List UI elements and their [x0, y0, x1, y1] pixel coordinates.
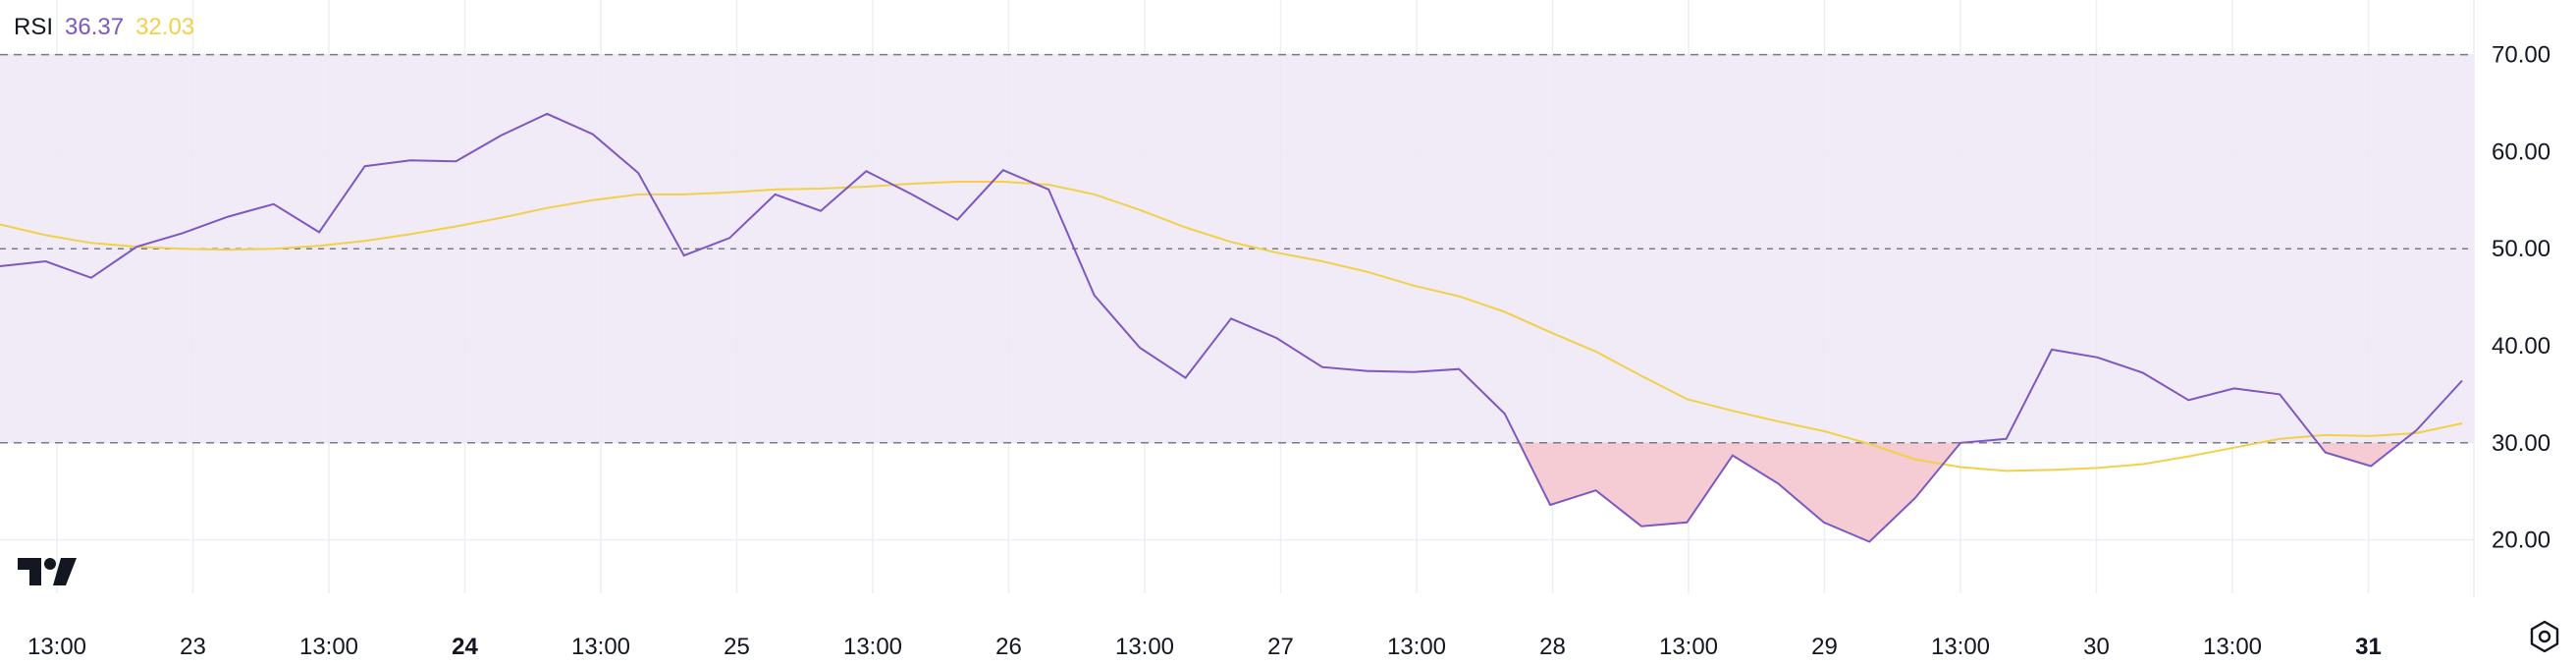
- y-tick-label: 50.00: [2492, 236, 2550, 262]
- x-tick-label: 13:00: [299, 634, 358, 660]
- x-tick-label: 27: [1267, 634, 1294, 660]
- y-tick-label: 30.00: [2492, 430, 2550, 457]
- x-tick-label: 24: [452, 634, 478, 660]
- x-tick-label: 13:00: [27, 634, 86, 660]
- x-tick-label: 23: [180, 634, 206, 660]
- y-tick-label: 20.00: [2492, 527, 2550, 554]
- indicator-name: RSI: [14, 14, 54, 40]
- y-tick-label: 40.00: [2492, 333, 2550, 360]
- x-tick-label: 31: [2355, 634, 2382, 660]
- x-tick-label: 13:00: [2203, 634, 2262, 660]
- settings-gear-icon[interactable]: [2527, 619, 2562, 654]
- level-lines: [0, 53, 2474, 444]
- x-tick-label: 30: [2083, 634, 2110, 660]
- x-axis-labels: 13:00 23 13:00 24 13:00 25 13:00 26 13:00 27 13:00…: [27, 634, 2382, 660]
- x-tick-label: 13:00: [1931, 634, 1990, 660]
- rsi-value: 36.37: [65, 14, 125, 40]
- ma-value: 32.03: [135, 14, 195, 40]
- tradingview-logo-icon[interactable]: [18, 556, 79, 592]
- x-tick-label: 26: [995, 634, 1022, 660]
- y-tick-label: 60.00: [2492, 139, 2550, 165]
- y-tick-label: 70.00: [2492, 42, 2550, 69]
- x-tick-label: 13:00: [1387, 634, 1446, 660]
- series-line-rsi: [0, 112, 2463, 543]
- x-tick-label: 28: [1539, 634, 1566, 660]
- x-tick-label: 25: [724, 634, 750, 660]
- oversold-fill-area: [1519, 442, 2401, 542]
- x-tick-label: 13:00: [843, 634, 902, 660]
- x-tick-label: 13:00: [1659, 634, 1718, 660]
- indicator-legend[interactable]: RSI 36.37 32.03: [14, 14, 194, 41]
- x-tick-label: 13:00: [571, 634, 630, 660]
- x-tick-label: 29: [1811, 634, 1838, 660]
- x-tick-label: 13:00: [1115, 634, 1174, 660]
- y-axis-labels: 70.00 60.00 50.00 40.00 30.00 20.00: [2492, 42, 2550, 554]
- series-line-ma: [0, 181, 2463, 472]
